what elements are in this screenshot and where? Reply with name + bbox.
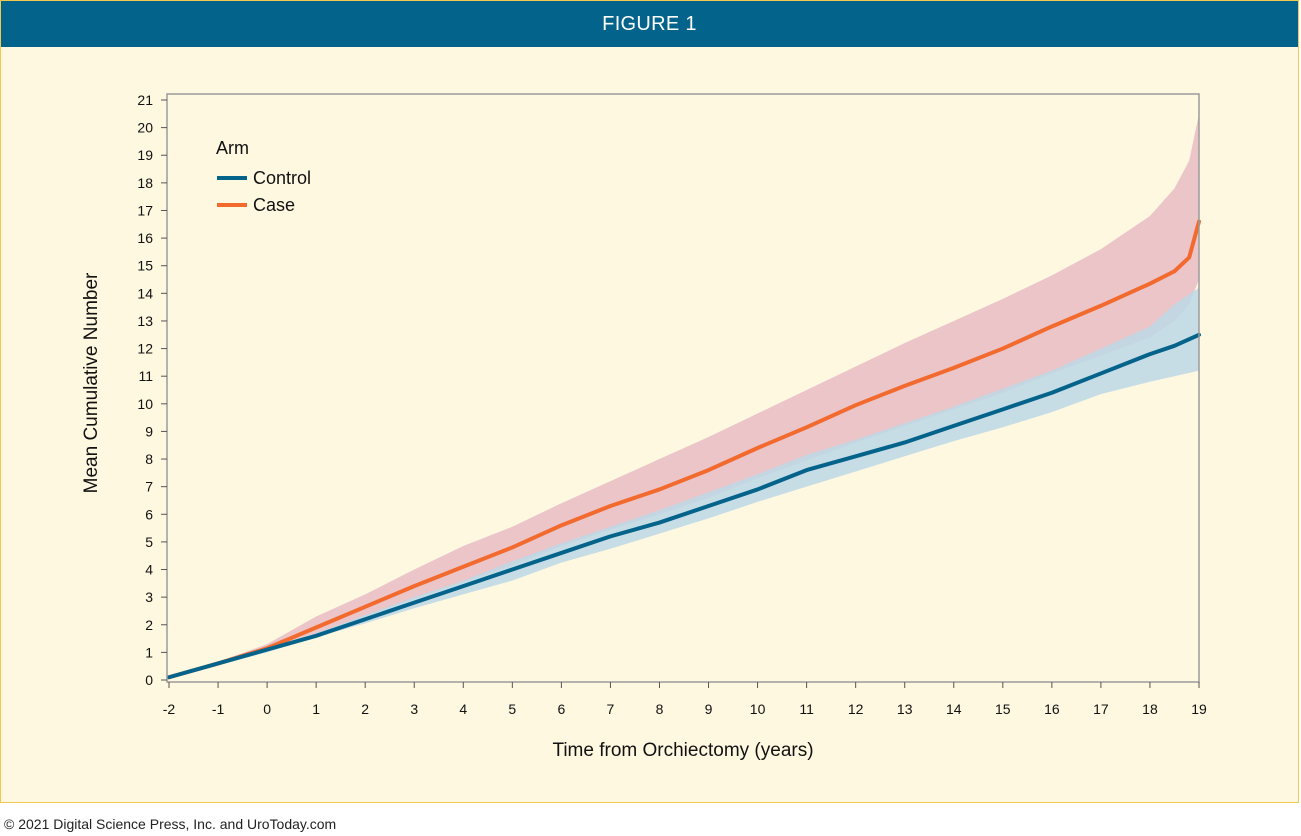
y-tick-label: 14 bbox=[137, 285, 153, 301]
legend-title: Arm bbox=[216, 138, 249, 158]
legend-label-case: Case bbox=[253, 195, 295, 215]
x-tick-label: 12 bbox=[848, 701, 864, 717]
line-control bbox=[167, 332, 1201, 680]
figure-panel: FIGURE 1 -2 -1 0 1 2 3 4 5 6 7 8 9 10 11 12 13 14 15 16 17 1… bbox=[0, 0, 1299, 803]
y-tick-label: 4 bbox=[145, 562, 153, 578]
y-tick-label: 21 bbox=[137, 92, 153, 108]
y-tick-label: 9 bbox=[145, 423, 153, 439]
y-tick-label: 19 bbox=[137, 147, 153, 163]
series-lines bbox=[167, 219, 1201, 680]
y-tick-label: 0 bbox=[145, 672, 153, 688]
x-tick-label: 7 bbox=[607, 701, 615, 717]
y-tick-label: 11 bbox=[138, 368, 153, 384]
confidence-bands bbox=[169, 113, 1199, 678]
x-tick-label: 1 bbox=[312, 701, 320, 717]
x-tick-label: 2 bbox=[361, 701, 369, 717]
y-tick-label: 3 bbox=[145, 589, 153, 605]
y-tick-label: 18 bbox=[137, 175, 153, 191]
y-tick-label: 16 bbox=[137, 230, 153, 246]
y-tick-label: 20 bbox=[137, 120, 153, 136]
y-tick-label: 1 bbox=[145, 644, 153, 660]
y-tick-label: 12 bbox=[137, 341, 153, 357]
y-tick-label: 5 bbox=[145, 534, 153, 550]
x-tick-label: 3 bbox=[410, 701, 418, 717]
x-tick-label: 4 bbox=[459, 701, 467, 717]
y-tick-label: 8 bbox=[145, 451, 153, 467]
x-tick-label: -2 bbox=[163, 701, 176, 717]
x-tick-label: 15 bbox=[995, 701, 1011, 717]
y-tick-label: 10 bbox=[137, 396, 153, 412]
x-tick-label: 16 bbox=[1044, 701, 1060, 717]
x-tick-label: -1 bbox=[212, 701, 225, 717]
x-tick-label: 6 bbox=[557, 701, 565, 717]
x-tick-label: 17 bbox=[1093, 701, 1109, 717]
line-case bbox=[167, 219, 1201, 680]
y-tick-label: 13 bbox=[137, 313, 153, 329]
x-tick-label: 13 bbox=[897, 701, 913, 717]
x-tick-label: 9 bbox=[705, 701, 713, 717]
y-tick-label: 17 bbox=[137, 202, 153, 218]
figure-title: FIGURE 1 bbox=[602, 12, 697, 35]
y-axis-title: Mean Cumulative Number bbox=[81, 272, 102, 493]
copyright-footer: © 2021 Digital Science Press, Inc. and U… bbox=[4, 816, 337, 832]
plot-frame bbox=[166, 93, 1200, 683]
x-tick-label: 19 bbox=[1191, 701, 1207, 717]
x-tick-label: 14 bbox=[946, 701, 962, 717]
legend: Arm Control Case bbox=[216, 138, 311, 215]
figure-header: FIGURE 1 bbox=[1, 1, 1298, 47]
x-tick-label: 8 bbox=[656, 701, 664, 717]
x-tick-label: 5 bbox=[508, 701, 516, 717]
x-tick-label: 0 bbox=[263, 701, 271, 717]
legend-label-control: Control bbox=[253, 168, 311, 188]
x-tick-label: 10 bbox=[750, 701, 766, 717]
x-tick-label: 11 bbox=[799, 701, 814, 717]
y-tick-label: 15 bbox=[137, 258, 153, 274]
x-axis-ticks: -2 -1 0 1 2 3 4 5 6 7 8 9 10 11 12 13 14 15 16 17 18 19 bbox=[163, 682, 1207, 717]
x-axis-title: Time from Orchiectomy (years) bbox=[552, 740, 813, 761]
y-tick-label: 2 bbox=[145, 617, 153, 633]
y-tick-label: 7 bbox=[145, 479, 153, 495]
x-tick-label: 18 bbox=[1142, 701, 1158, 717]
chart-area: -2 -1 0 1 2 3 4 5 6 7 8 9 10 11 12 13 14 15 16 17 18 19 01234… bbox=[81, 92, 1207, 761]
y-tick-label: 6 bbox=[145, 506, 153, 522]
